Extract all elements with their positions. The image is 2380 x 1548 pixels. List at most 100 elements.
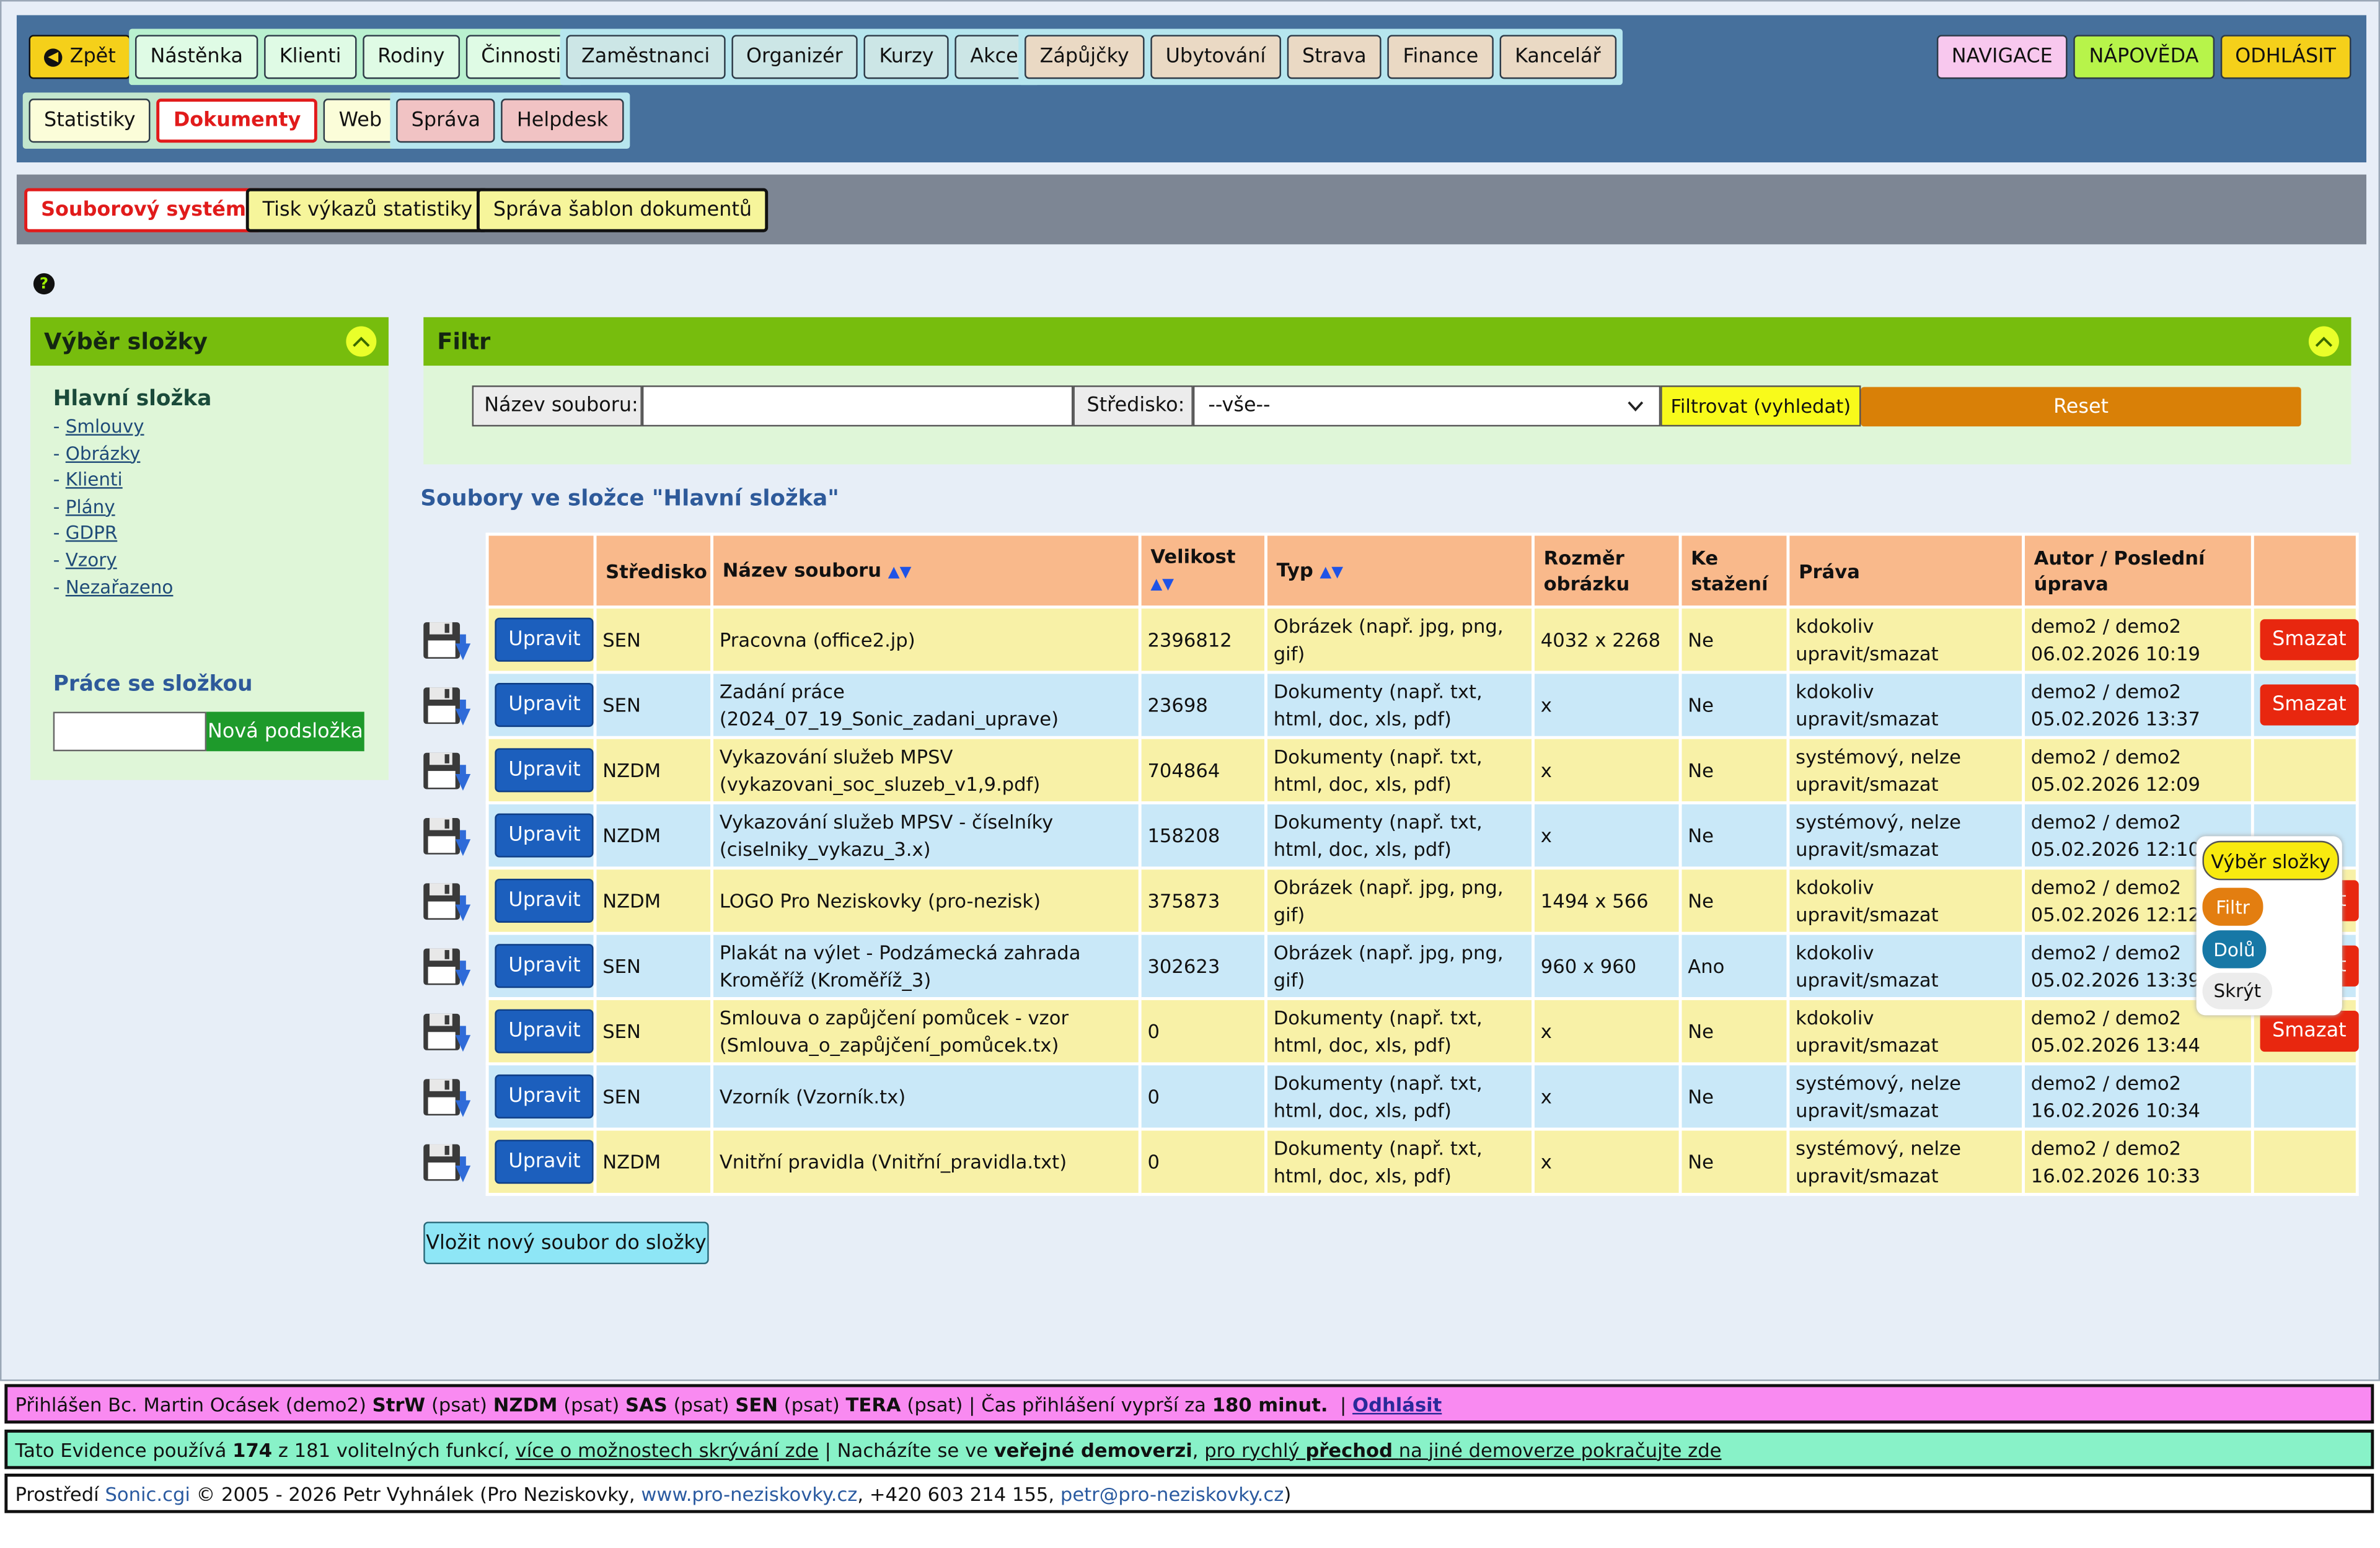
- folder-link-plany[interactable]: Plány: [65, 496, 115, 517]
- footer-logout-link[interactable]: Odhlásit: [1352, 1392, 1442, 1415]
- nav-cinnosti[interactable]: Činnosti: [465, 35, 576, 79]
- cell-download: Ne: [1678, 605, 1790, 674]
- edit-button[interactable]: Upravit: [495, 1074, 594, 1119]
- edit-cell: Upravit: [485, 1062, 597, 1131]
- app-name-link[interactable]: Sonic.cgi: [105, 1482, 190, 1505]
- edit-button[interactable]: Upravit: [495, 747, 594, 793]
- folder-link-klienti[interactable]: Klienti: [65, 469, 123, 491]
- sort-arrows-icon[interactable]: ▲▼: [888, 563, 912, 581]
- website-link[interactable]: www.pro-neziskovky.cz: [641, 1482, 858, 1505]
- switch-demo-link[interactable]: pro rychlý přechod na jiné demoverze pok…: [1204, 1438, 1722, 1461]
- navigation-button[interactable]: NAVIGACE: [1936, 35, 2068, 79]
- quick-nav-hide[interactable]: Skrýt: [2202, 972, 2273, 1009]
- cell-rights: kdokoliv upravit/smazat: [1786, 996, 2025, 1066]
- edit-button[interactable]: Upravit: [495, 878, 594, 923]
- author-names: demo2 / demo2: [2030, 1137, 2182, 1160]
- nav-dokumenty[interactable]: Dokumenty: [156, 99, 318, 143]
- folder-link-nezarazeno[interactable]: Nezařazeno: [65, 576, 174, 597]
- help-icon[interactable]: ?: [33, 273, 55, 295]
- files-table: Středisko Název souboru ▲▼ Velikost ▲▼ Ty…: [485, 532, 2359, 1196]
- nav-klienti[interactable]: Klienti: [264, 35, 356, 79]
- logout-button[interactable]: ODHLÁSIT: [2219, 35, 2351, 79]
- nav-zamestnanci[interactable]: Zaměstnanci: [566, 35, 725, 79]
- floppy-download-icon[interactable]: [422, 946, 474, 991]
- folder-link-vzory[interactable]: Vzory: [65, 549, 117, 571]
- help-button[interactable]: NÁPOVĚDA: [2073, 35, 2214, 79]
- sub-navigation: Souborový systém Tisk výkazů statistiky …: [16, 174, 2366, 245]
- edit-button[interactable]: Upravit: [495, 813, 594, 858]
- sort-arrows-icon[interactable]: ▲▼: [1150, 576, 1175, 594]
- nav-sprava[interactable]: Správa: [396, 99, 496, 143]
- edit-button[interactable]: Upravit: [495, 682, 594, 728]
- delete-button[interactable]: Smazat: [2260, 684, 2359, 726]
- col-size[interactable]: Velikost ▲▼: [1138, 532, 1267, 609]
- folder-link-obrazky[interactable]: Obrázky: [65, 442, 141, 464]
- folder-list: - Smlouvy - Obrázky - Klienti - Plány - …: [53, 415, 174, 602]
- nav-rodiny[interactable]: Rodiny: [362, 35, 461, 79]
- collapse-folder-panel-button[interactable]: [346, 326, 377, 357]
- floppy-download-icon[interactable]: [422, 619, 474, 664]
- nav-finance[interactable]: Finance: [1387, 35, 1494, 79]
- edit-button[interactable]: Upravit: [495, 943, 594, 988]
- folder-link-gdpr[interactable]: GDPR: [65, 522, 118, 544]
- email-link[interactable]: petr@pro-neziskovky.cz: [1060, 1482, 1284, 1505]
- floppy-download-icon[interactable]: [422, 1076, 474, 1121]
- features-info-link[interactable]: více o možnostech skrývání zde: [515, 1438, 819, 1461]
- floppy-download-icon[interactable]: [422, 815, 474, 860]
- folder-panel-header: Výběr složky: [30, 317, 389, 366]
- modified-date: 16.02.2026 10:34: [2030, 1097, 2201, 1121]
- nav-kancelar[interactable]: Kancelář: [1499, 35, 1616, 79]
- nav-strava[interactable]: Strava: [1287, 35, 1382, 79]
- center-select[interactable]: --vše--: [1192, 385, 1661, 427]
- back-arrow-icon: ◀: [44, 48, 63, 66]
- quick-nav-folders[interactable]: Výběr složky: [2202, 840, 2339, 881]
- delete-button[interactable]: Smazat: [2260, 1010, 2359, 1052]
- delete-button[interactable]: Smazat: [2260, 618, 2359, 661]
- cell-center: SEN: [593, 1062, 714, 1131]
- floppy-download-icon[interactable]: [422, 1011, 474, 1056]
- collapse-filter-panel-button[interactable]: [2308, 326, 2339, 357]
- tab-document-templates[interactable]: Správa šablon dokumentů: [476, 188, 769, 232]
- nav-kurzy[interactable]: Kurzy: [863, 35, 950, 79]
- nav-organizer[interactable]: Organizér: [731, 35, 858, 79]
- edit-button[interactable]: Upravit: [495, 1008, 594, 1054]
- nav-nastenka[interactable]: Nástěnka: [134, 35, 258, 79]
- filter-reset-button[interactable]: Reset: [1861, 387, 2301, 427]
- filename-input[interactable]: [641, 385, 1073, 427]
- tab-file-system[interactable]: Souborový systém: [24, 188, 263, 232]
- upload-file-button[interactable]: Vložit nový soubor do složky: [423, 1221, 709, 1265]
- folder-work-title: Práce se složkou: [53, 672, 253, 697]
- nav-zapujcky[interactable]: Zápůjčky: [1025, 35, 1145, 79]
- sort-arrows-icon[interactable]: ▲▼: [1320, 563, 1344, 581]
- cell-rights: kdokoliv upravit/smazat: [1786, 671, 2025, 739]
- author-names: demo2 / demo2: [2030, 614, 2182, 638]
- nav-helpdesk[interactable]: Helpdesk: [501, 99, 624, 143]
- nav-statistiky[interactable]: Statistiky: [29, 99, 151, 143]
- root-folder[interactable]: Hlavní složka: [53, 387, 212, 411]
- col-type[interactable]: Typ ▲▼: [1264, 532, 1535, 609]
- cell-filename: Vnitřní pravidla (Vnitřní_pravidla.txt): [710, 1127, 1142, 1196]
- nav-ubytovani[interactable]: Ubytování: [1150, 35, 1281, 79]
- cell-center: SEN: [593, 996, 714, 1066]
- col-filename[interactable]: Název souboru ▲▼: [710, 532, 1142, 609]
- tab-print-statistics[interactable]: Tisk výkazů statistiky: [245, 188, 490, 232]
- nav-web[interactable]: Web: [324, 99, 397, 143]
- author-names: demo2 / demo2: [2030, 941, 2182, 964]
- back-button[interactable]: ◀ Zpět: [29, 35, 131, 79]
- floppy-download-icon[interactable]: [422, 1141, 474, 1187]
- author-names: demo2 / demo2: [2030, 680, 2182, 703]
- filter-search-button[interactable]: Filtrovat (vyhledat): [1660, 385, 1861, 427]
- floppy-download-icon[interactable]: [422, 684, 474, 729]
- floppy-download-icon[interactable]: [422, 750, 474, 795]
- cell-author: demo2 / demo2 05.02.2026 13:37: [2022, 671, 2254, 739]
- quick-nav-filter[interactable]: Filtr: [2202, 887, 2263, 926]
- floppy-download-icon[interactable]: [422, 880, 474, 925]
- new-subfolder-button[interactable]: Nová podsložka: [206, 711, 364, 752]
- new-subfolder-input[interactable]: [53, 711, 207, 752]
- edit-button[interactable]: Upravit: [495, 1139, 594, 1184]
- cell-download: Ne: [1678, 801, 1790, 870]
- cell-rights: systémový, nelze upravit/smazat: [1786, 801, 2025, 870]
- quick-nav-down[interactable]: Dolů: [2202, 930, 2267, 969]
- edit-button[interactable]: Upravit: [495, 617, 594, 662]
- folder-link-smlouvy[interactable]: Smlouvy: [65, 416, 144, 438]
